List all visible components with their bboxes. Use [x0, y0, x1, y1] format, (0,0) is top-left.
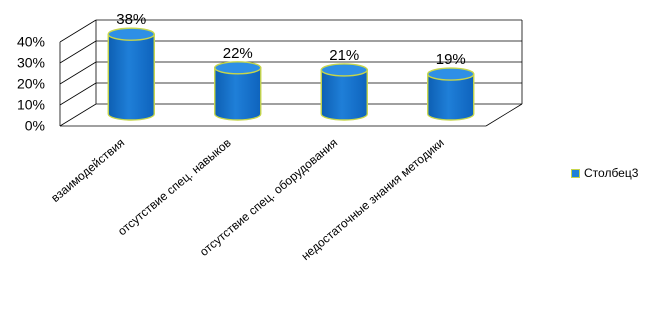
x-tick-label: взаимодействия — [48, 136, 127, 205]
y-tick-label: 30% — [17, 55, 45, 71]
bar-top — [214, 61, 262, 75]
gridline-side — [59, 61, 97, 85]
gridline-side — [59, 40, 97, 64]
floor-right-edge — [485, 103, 523, 127]
bar — [214, 67, 262, 121]
bars — [107, 27, 475, 121]
gridline-side — [59, 19, 97, 43]
axes — [59, 20, 523, 127]
x-tick-label: отсутствие спец. навыков — [115, 136, 234, 239]
bar-top — [427, 67, 475, 81]
y-tick-label: 0% — [25, 118, 45, 134]
data-labels: 38% 22% 21% 19% — [116, 11, 466, 68]
bar — [427, 73, 475, 121]
gridline-side — [59, 82, 97, 106]
data-label: 22% — [223, 45, 253, 62]
gridline-side — [59, 103, 97, 127]
data-label: 19% — [436, 51, 466, 68]
legend-swatch-icon — [571, 168, 580, 178]
bar-top — [107, 27, 155, 41]
bar-top — [320, 63, 368, 77]
y-tick-label: 20% — [17, 76, 45, 92]
legend-label: Столбец3 — [584, 166, 639, 180]
bar — [107, 33, 155, 121]
y-tick-labels: 0% 10% 20% 30% 40% — [17, 34, 45, 134]
y-tick-label: 40% — [17, 34, 45, 50]
data-label: 38% — [116, 11, 146, 28]
legend: Столбец3 — [571, 166, 638, 180]
data-label: 21% — [329, 47, 359, 64]
bar — [320, 69, 368, 121]
y-tick-label: 10% — [17, 97, 45, 113]
gridlines — [59, 19, 522, 127]
